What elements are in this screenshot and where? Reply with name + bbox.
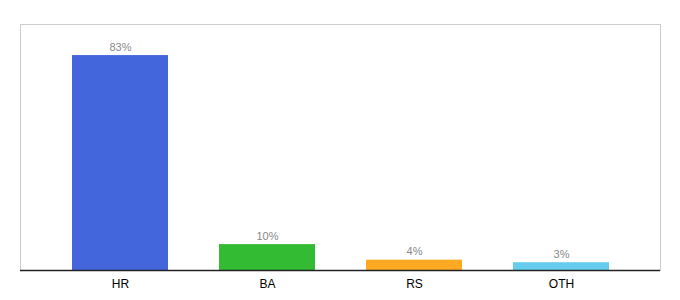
svg-text:4%: 4% [407, 245, 423, 257]
svg-text:83%: 83% [109, 41, 131, 53]
svg-text:BA: BA [259, 277, 275, 291]
svg-text:10%: 10% [256, 230, 278, 242]
svg-text:HR: HR [112, 277, 130, 291]
svg-text:3%: 3% [554, 248, 570, 260]
svg-text:RS: RS [406, 277, 423, 291]
svg-text:OTH: OTH [549, 277, 574, 291]
